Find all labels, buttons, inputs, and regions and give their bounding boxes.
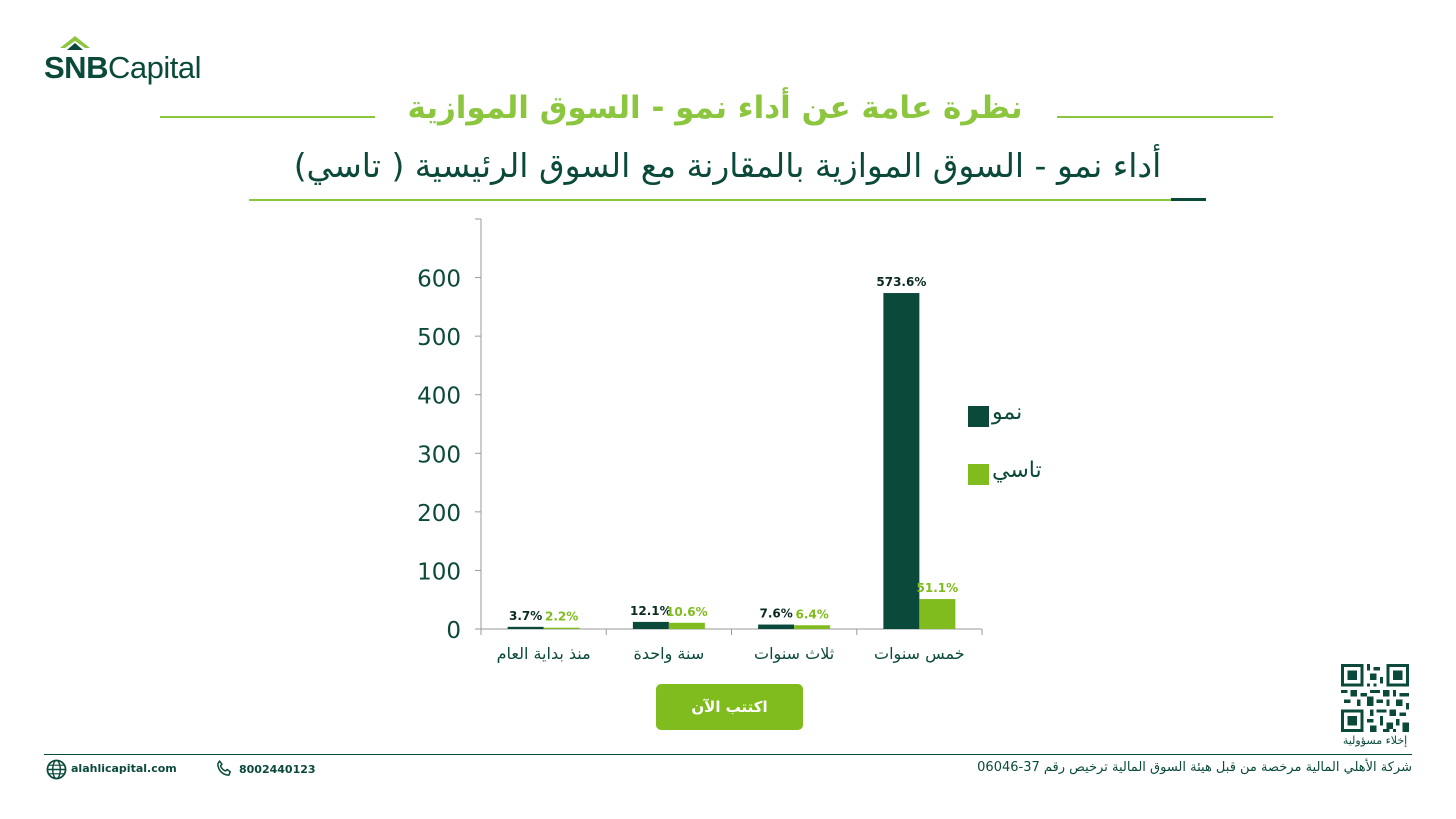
legend-item-series-2: تاسي xyxy=(966,456,1066,486)
y-tick-label-5: 500 xyxy=(417,325,461,351)
bar-series-2-1 xyxy=(668,622,705,629)
title-divider-right xyxy=(1057,116,1273,118)
data-label-series-2-1: 10.6% xyxy=(666,605,708,619)
y-tick-label-2: 200 xyxy=(417,501,461,527)
subscribe-now-button[interactable]: اكتتب الآن xyxy=(656,684,803,730)
data-label-series-2-2: 6.4% xyxy=(795,607,828,621)
data-label-series-1-1: 12.1% xyxy=(630,604,672,618)
globe-icon xyxy=(46,759,67,780)
x-category-label-1: سنة واحدة xyxy=(634,644,705,664)
footer-divider xyxy=(44,754,1412,755)
subtitle-underline-accent xyxy=(1171,198,1206,201)
data-label-series-2-3: 51.1% xyxy=(917,581,959,595)
page-title: نظرة عامة عن أداء نمو - السوق الموازية xyxy=(407,90,1023,126)
footer-phone-text: 8002440123 xyxy=(239,763,316,776)
y-tick-label-6: 600 xyxy=(417,267,461,293)
x-category-label-2: ثلاث سنوات xyxy=(754,644,834,664)
legend-label-series-1: نمو xyxy=(992,400,1023,425)
title-divider-left xyxy=(160,116,375,118)
bar-series-2-0 xyxy=(543,627,580,629)
bar-series-2-2 xyxy=(794,625,831,629)
bar-series-1-3 xyxy=(883,293,920,629)
legend-item-series-1: نمو xyxy=(966,398,1066,428)
y-tick-label-0: 0 xyxy=(446,618,461,644)
x-category-label-3: خمس سنوات xyxy=(874,644,965,664)
logo-text: SNBCapital xyxy=(44,50,201,86)
logo-mark-icon xyxy=(60,36,90,50)
legend-swatch-series-1 xyxy=(968,406,989,427)
y-tick-label-4: 400 xyxy=(417,384,461,410)
data-label-series-1-0: 3.7% xyxy=(509,609,542,623)
bar-series-1-1 xyxy=(632,621,669,629)
footer-license-text: شركة الأهلي المالية مرخصة من قبل هيئة ال… xyxy=(977,760,1412,775)
bar-series-1-0 xyxy=(507,626,544,629)
x-category-label-0: منذ بداية العام xyxy=(497,644,591,663)
legend-label-series-2: تاسي xyxy=(992,458,1042,483)
legend-swatch-series-2 xyxy=(968,464,989,485)
y-tick-label-3: 300 xyxy=(417,442,461,468)
y-tick-label-1: 100 xyxy=(417,559,461,585)
footer-website-text: alahlicapital.com xyxy=(71,762,177,775)
logo-brand-rest: Capital xyxy=(107,50,202,85)
chart-subtitle: أداء نمو - السوق الموازية بالمقارنة مع ا… xyxy=(293,146,1162,185)
bar-series-1-2 xyxy=(758,624,795,629)
data-label-series-2-0: 2.2% xyxy=(545,610,578,624)
phone-icon xyxy=(217,760,231,776)
qr-code-icon[interactable] xyxy=(1341,664,1409,732)
data-label-series-1-3: 573.6% xyxy=(876,275,926,289)
bar-series-2-3 xyxy=(919,599,956,629)
logo-brand-bold: SNB xyxy=(44,50,108,85)
snb-capital-logo[interactable]: SNBCapital xyxy=(44,34,284,90)
disclaimer-link[interactable]: إخلاء مسؤولية xyxy=(1342,734,1408,747)
data-label-series-1-2: 7.6% xyxy=(759,607,792,621)
subtitle-underline xyxy=(249,199,1206,201)
